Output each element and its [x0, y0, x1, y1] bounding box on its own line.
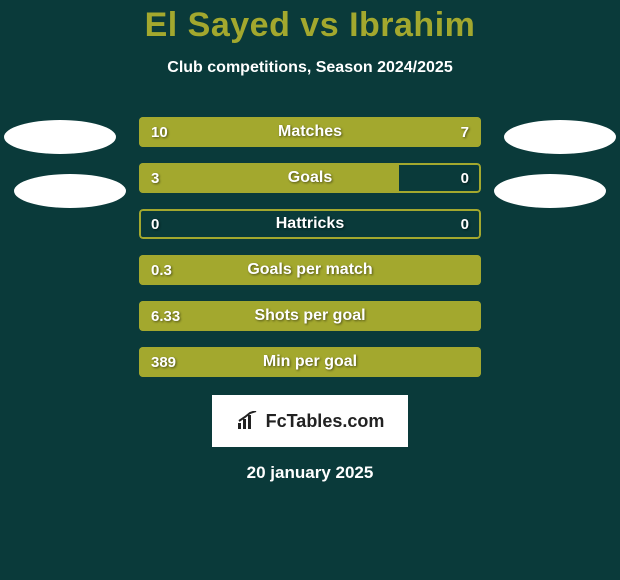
bar-value-left: 0 — [151, 209, 159, 239]
bar-label: Goals per match — [139, 255, 481, 285]
stat-row: Shots per goal6.33 — [139, 301, 481, 331]
stat-row: Goals per match0.3 — [139, 255, 481, 285]
subtitle: Club competitions, Season 2024/2025 — [0, 59, 620, 77]
bar-label: Goals — [139, 163, 481, 193]
stat-row: Goals3 0 — [139, 163, 481, 193]
stat-row: Hattricks0 0 — [139, 209, 481, 239]
bar-label: Hattricks — [139, 209, 481, 239]
infographic-container: El Sayed vs Ibrahim Club competitions, S… — [0, 0, 620, 580]
logo-badge: FcTables.com — [212, 395, 408, 447]
bar-value-left: 389 — [151, 347, 176, 377]
bar-label: Min per goal — [139, 347, 481, 377]
bar-value-left: 0.3 — [151, 255, 172, 285]
avatar-right-top — [504, 120, 616, 154]
bar-value-left: 6.33 — [151, 301, 180, 331]
bar-value-right: 0 — [461, 209, 469, 239]
bar-value-left: 10 — [151, 117, 168, 147]
chart-icon — [236, 411, 260, 431]
page-title: El Sayed vs Ibrahim — [0, 6, 620, 45]
date-text: 20 january 2025 — [0, 463, 620, 483]
stat-row: Min per goal389 — [139, 347, 481, 377]
bar-label: Shots per goal — [139, 301, 481, 331]
stat-row: Matches10 7 — [139, 117, 481, 147]
bar-label: Matches — [139, 117, 481, 147]
avatar-right-bottom — [494, 174, 606, 208]
bar-value-right: 0 — [461, 163, 469, 193]
stat-bars: Matches107Goals30Hattricks00Goals per ma… — [139, 117, 481, 377]
avatar-left-bottom — [14, 174, 126, 208]
avatar-left-top — [4, 120, 116, 154]
bar-value-right: 7 — [461, 117, 469, 147]
logo-text: FcTables.com — [266, 411, 385, 432]
bar-value-left: 3 — [151, 163, 159, 193]
